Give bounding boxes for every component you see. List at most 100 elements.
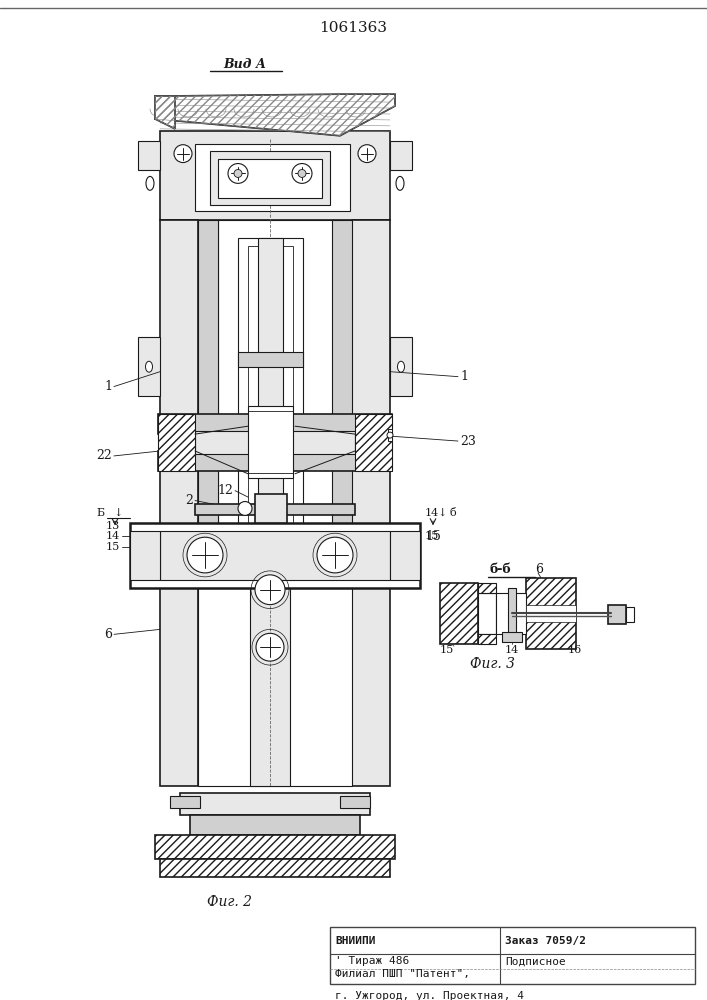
Bar bbox=[180, 793, 370, 815]
Bar bbox=[496, 593, 526, 634]
Bar bbox=[248, 406, 293, 478]
Text: 15: 15 bbox=[106, 542, 120, 552]
Bar bbox=[190, 815, 360, 835]
Text: Заказ 7059/2: Заказ 7059/2 bbox=[505, 936, 586, 946]
Text: 16: 16 bbox=[568, 645, 582, 655]
Bar bbox=[626, 607, 634, 622]
Bar bbox=[138, 337, 160, 396]
Bar bbox=[238, 238, 303, 545]
Text: 14: 14 bbox=[505, 645, 519, 655]
Text: Б: Б bbox=[97, 508, 105, 518]
Bar bbox=[218, 159, 322, 198]
Text: 6: 6 bbox=[104, 628, 112, 641]
Bar bbox=[198, 220, 218, 567]
Circle shape bbox=[234, 169, 242, 177]
Text: Филиал ПШП "Патент",: Филиал ПШП "Патент", bbox=[335, 969, 470, 979]
Bar bbox=[352, 220, 390, 567]
Circle shape bbox=[238, 502, 252, 515]
Bar bbox=[195, 504, 355, 515]
Bar bbox=[250, 588, 290, 786]
Bar bbox=[478, 634, 496, 644]
Bar bbox=[155, 835, 395, 859]
Bar bbox=[390, 337, 412, 396]
Text: ВНИИПИ: ВНИИПИ bbox=[335, 936, 375, 946]
Ellipse shape bbox=[396, 176, 404, 190]
Bar bbox=[526, 578, 576, 649]
Bar bbox=[160, 531, 390, 580]
Text: 22: 22 bbox=[96, 449, 112, 462]
Circle shape bbox=[187, 537, 223, 573]
Circle shape bbox=[317, 537, 353, 573]
Bar bbox=[170, 796, 200, 808]
Bar bbox=[160, 588, 198, 786]
Bar bbox=[332, 220, 352, 567]
Circle shape bbox=[174, 145, 192, 163]
Circle shape bbox=[387, 432, 393, 438]
Bar bbox=[526, 605, 576, 622]
Circle shape bbox=[228, 164, 248, 183]
Text: ↓: ↓ bbox=[113, 508, 123, 518]
Bar bbox=[440, 583, 478, 644]
Text: б: б bbox=[450, 508, 457, 518]
Text: 12: 12 bbox=[217, 484, 233, 497]
Bar bbox=[218, 220, 333, 567]
Bar bbox=[248, 246, 293, 538]
Circle shape bbox=[256, 633, 284, 661]
Bar bbox=[255, 494, 287, 523]
Bar bbox=[390, 531, 420, 580]
Text: 15: 15 bbox=[425, 530, 441, 543]
Bar bbox=[195, 431, 355, 454]
Polygon shape bbox=[155, 96, 175, 129]
Text: 15: 15 bbox=[425, 531, 439, 541]
Bar bbox=[158, 451, 392, 471]
Bar bbox=[210, 151, 330, 205]
Bar bbox=[330, 927, 695, 984]
Bar bbox=[258, 238, 283, 515]
Text: г. Ужгород, ул. Проектная, 4: г. Ужгород, ул. Проектная, 4 bbox=[335, 991, 524, 1000]
Circle shape bbox=[358, 145, 376, 163]
Bar bbox=[138, 141, 160, 170]
Circle shape bbox=[298, 169, 306, 177]
Text: 14: 14 bbox=[425, 508, 439, 518]
Text: 23: 23 bbox=[460, 435, 476, 448]
Text: 1: 1 bbox=[104, 380, 112, 393]
Bar bbox=[508, 588, 516, 639]
Circle shape bbox=[255, 575, 285, 605]
Bar bbox=[355, 414, 392, 471]
Bar bbox=[502, 632, 522, 642]
Bar bbox=[130, 531, 160, 580]
Bar bbox=[340, 796, 370, 808]
Circle shape bbox=[292, 164, 312, 183]
Text: 1: 1 bbox=[460, 370, 468, 383]
Bar bbox=[195, 144, 350, 211]
Ellipse shape bbox=[146, 361, 153, 372]
Text: 6: 6 bbox=[535, 563, 543, 576]
Text: ↓: ↓ bbox=[438, 508, 447, 518]
Text: 1061363: 1061363 bbox=[319, 21, 387, 35]
Text: Подписное: Подписное bbox=[505, 956, 566, 966]
Bar bbox=[130, 523, 420, 588]
Text: 14: 14 bbox=[106, 531, 120, 541]
Bar bbox=[388, 429, 392, 441]
Bar bbox=[158, 414, 195, 471]
Bar bbox=[158, 414, 392, 434]
Text: ' Тираж 486: ' Тираж 486 bbox=[335, 956, 409, 966]
Bar bbox=[478, 583, 496, 593]
Bar bbox=[608, 605, 626, 624]
Text: 15: 15 bbox=[440, 645, 454, 655]
Ellipse shape bbox=[397, 361, 404, 372]
Text: Фиг. 2: Фиг. 2 bbox=[207, 895, 252, 909]
Text: Вид А: Вид А bbox=[223, 58, 267, 71]
Text: Фиг. 3: Фиг. 3 bbox=[470, 657, 515, 671]
Bar bbox=[352, 588, 390, 786]
Bar bbox=[160, 131, 390, 220]
Bar bbox=[198, 588, 352, 786]
Bar bbox=[238, 352, 303, 367]
Bar bbox=[390, 141, 412, 170]
Text: 2: 2 bbox=[185, 494, 193, 507]
Text: б-б: б-б bbox=[490, 563, 512, 576]
Polygon shape bbox=[155, 94, 395, 136]
Bar bbox=[160, 859, 390, 877]
Bar bbox=[478, 593, 496, 634]
Bar bbox=[160, 220, 198, 567]
